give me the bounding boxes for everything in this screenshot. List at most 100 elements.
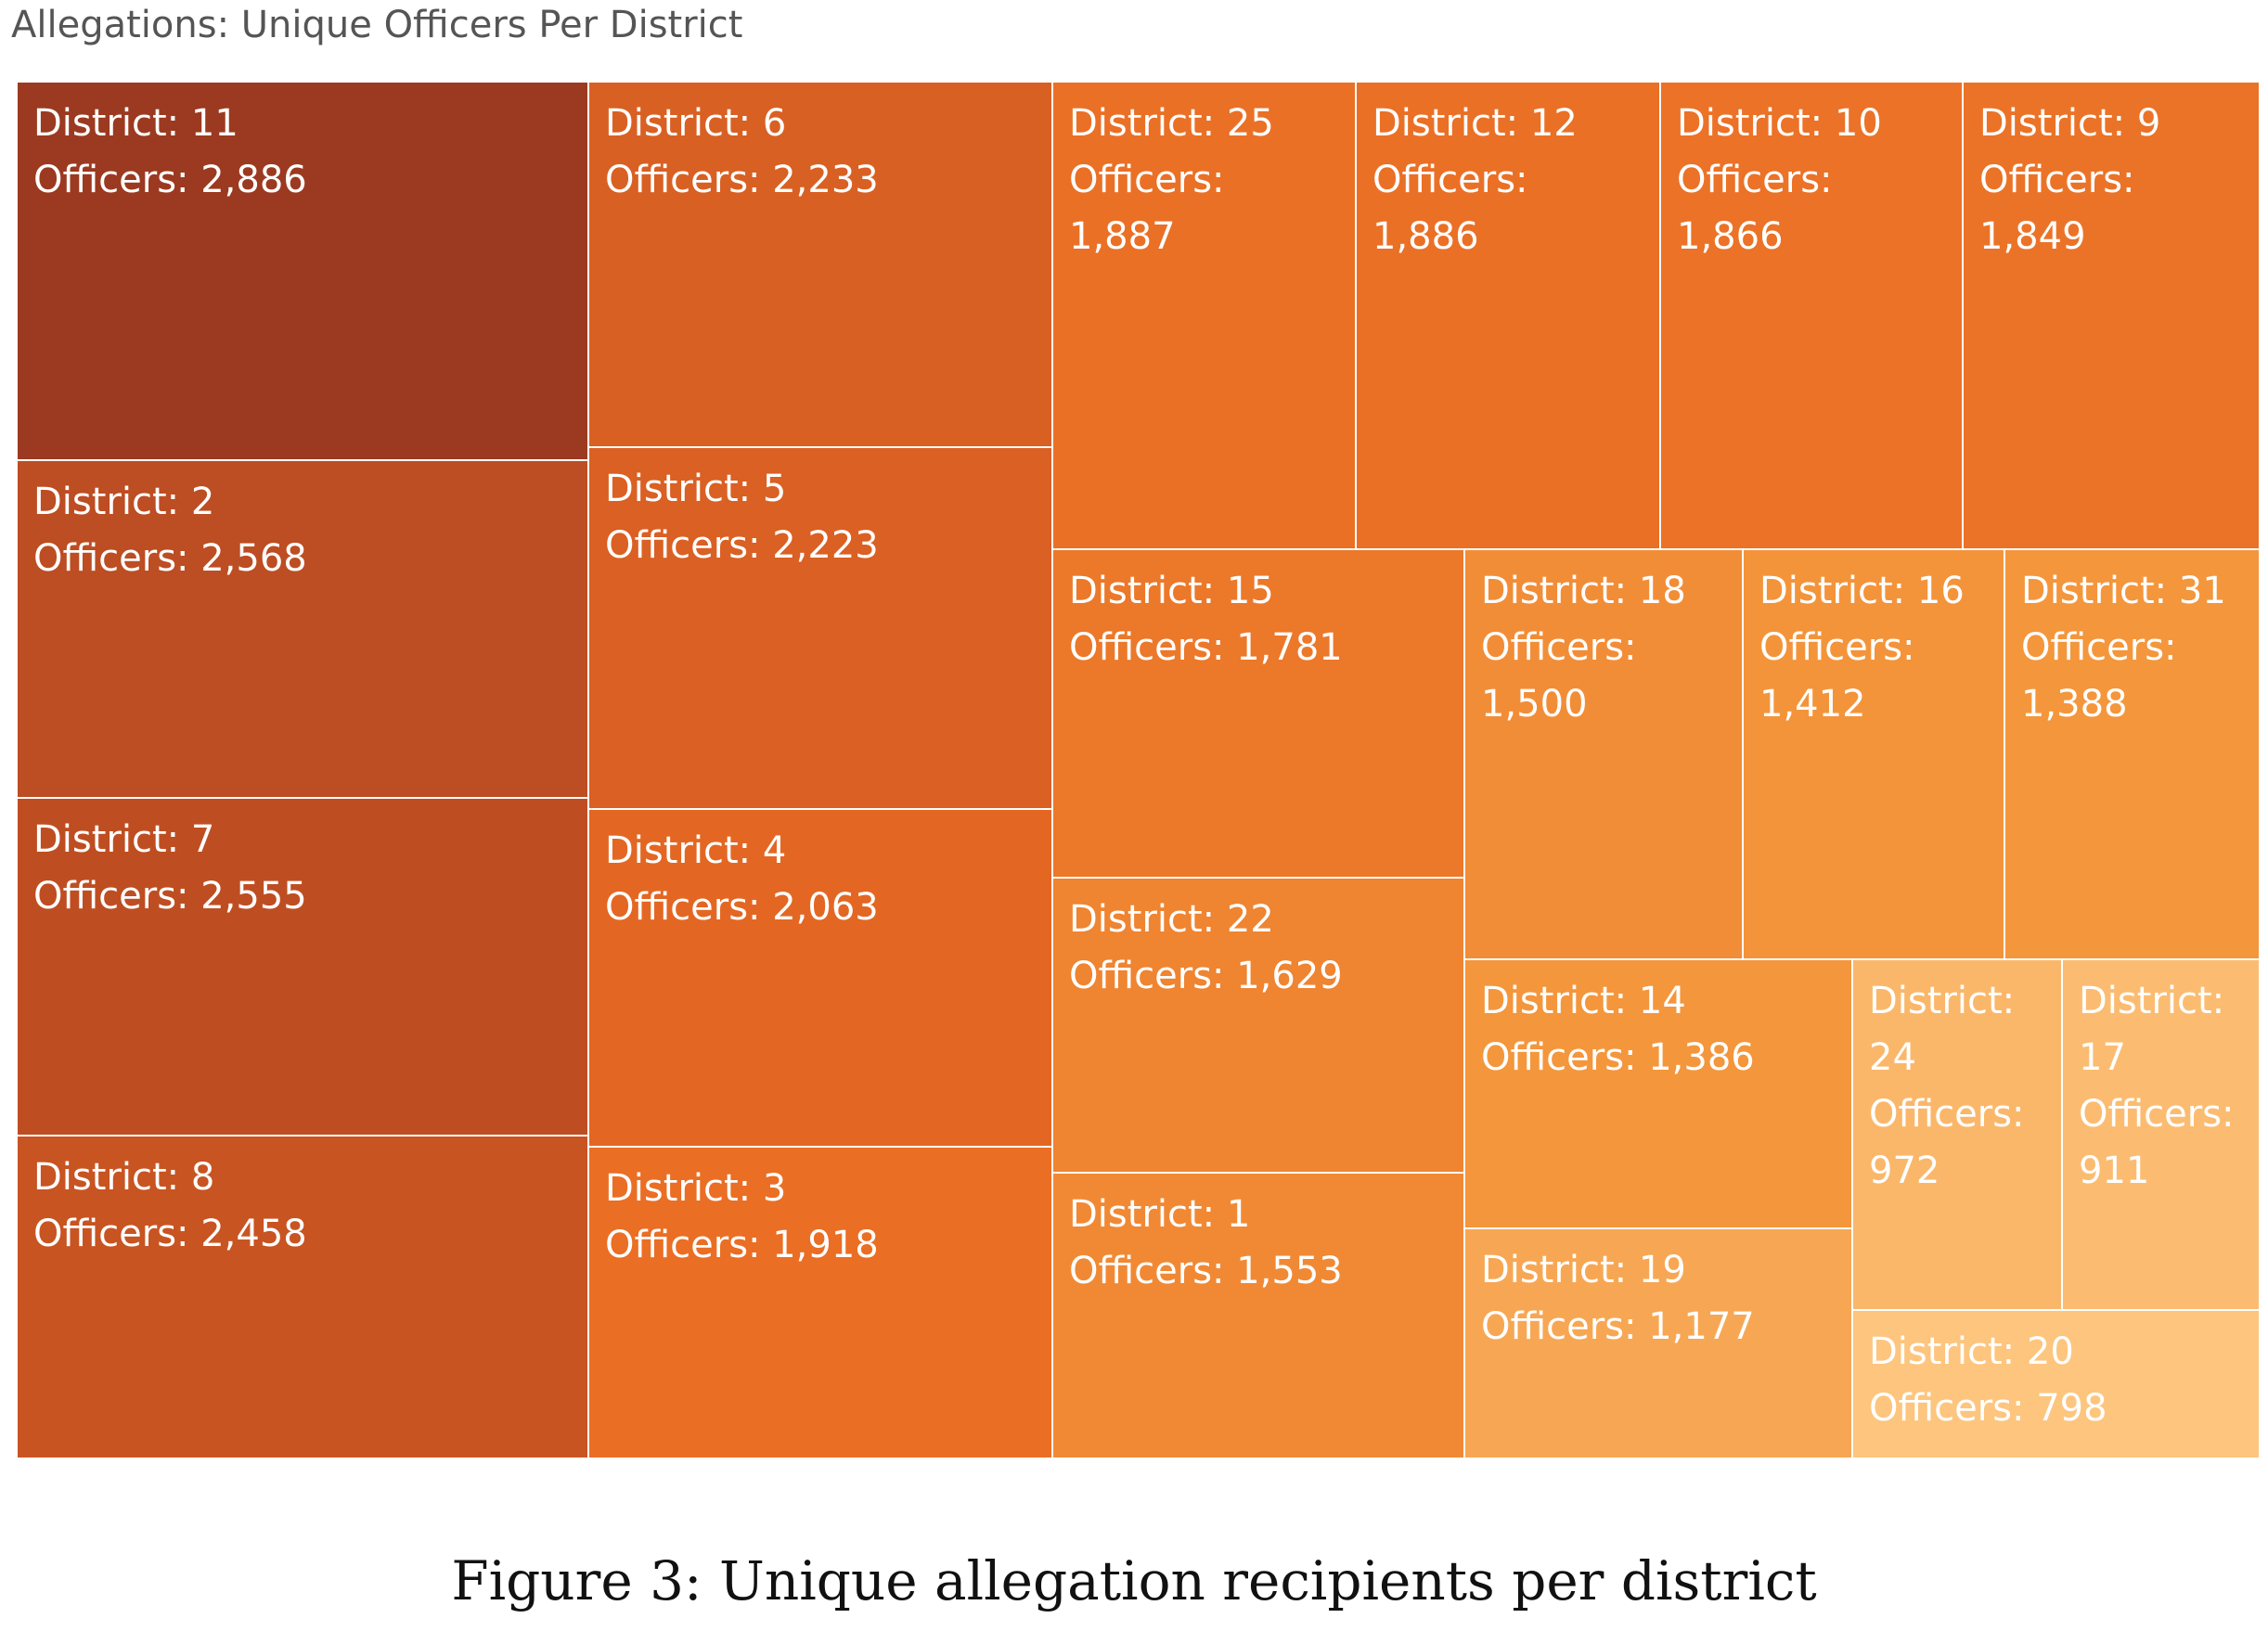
tile-district-2: District: 2 Officers: 2,568 (16, 459, 589, 799)
tile-district-11: District: 11 Officers: 2,886 (16, 81, 589, 461)
tile-label-line: 24 (1869, 1036, 1916, 1079)
tile-district-25: District: 25 Officers: 1,887 (1051, 81, 1357, 550)
tile-label-line: Officers: 1,629 (1069, 955, 1343, 997)
tile-label-line: Officers: (1979, 159, 2135, 201)
tile-district-10: District: 10 Officers: 1,866 (1659, 81, 1964, 550)
tile-label-line: District: 16 (1759, 570, 1965, 612)
tile-rect (587, 446, 1053, 810)
figure-caption: Figure 3: Unique allegation recipients p… (451, 1549, 1817, 1612)
tile-label-line: 1,887 (1069, 215, 1176, 258)
tile-rect (1355, 81, 1661, 550)
tile-label-line: District: 15 (1069, 570, 1274, 612)
tile-label-line: Officers: (1677, 159, 1833, 201)
tile-label-line: Officers: 1,553 (1069, 1250, 1343, 1292)
tile-label-line: 1,500 (1481, 683, 1588, 726)
tile-district-12: District: 12 Officers: 1,886 (1355, 81, 1661, 550)
tile-label-line: District: 20 (1869, 1330, 2074, 1373)
tile-label-line: Officers: (1481, 626, 1637, 669)
tile-label-line: 1,866 (1677, 215, 1784, 258)
tile-label-line: Officers: 798 (1869, 1387, 2107, 1430)
tile-label-line: District: 6 (605, 102, 786, 145)
tile-label-line: Officers: 2,458 (33, 1213, 307, 1255)
tile-district-3: District: 3 Officers: 1,918 (587, 1146, 1053, 1459)
tile-label-line: District: 12 (1372, 102, 1578, 145)
tile-district-1: District: 1 Officers: 1,553 (1051, 1172, 1465, 1459)
tile-label-line: District: 4 (605, 829, 786, 872)
tile-label-line: 1,412 (1759, 683, 1866, 726)
tile-rect (1851, 958, 2063, 1311)
tile-rect (1742, 548, 2005, 960)
tile-rect (587, 1146, 1053, 1459)
tile-rect (16, 81, 589, 461)
tile-rect (1051, 81, 1357, 550)
tile-label-line: District: 8 (33, 1156, 214, 1199)
tile-rect (1463, 958, 1853, 1229)
tile-district-19: District: 19 Officers: 1,177 (1463, 1227, 1853, 1459)
tile-label-line: District: 2 (33, 481, 214, 523)
tile-label-line: Officers: 2,886 (33, 159, 307, 201)
tile-district-6: District: 6 Officers: 2,233 (587, 81, 1053, 448)
tile-district-18: District: 18 Officers: 1,500 (1463, 548, 1744, 960)
tile-district-20: District: 20 Officers: 798 (1851, 1309, 2261, 1459)
tile-district-7: District: 7 Officers: 2,555 (16, 797, 589, 1137)
tile-district-24: District: 24 Officers: 972 (1851, 958, 2063, 1311)
tile-district-14: District: 14 Officers: 1,386 (1463, 958, 1853, 1229)
tile-label-line: 17 (2079, 1036, 2126, 1079)
tile-district-8: District: 8 Officers: 2,458 (16, 1135, 589, 1459)
tile-rect (1463, 1227, 1853, 1459)
tile-label-line: District: 25 (1069, 102, 1274, 145)
tile-label-line: Officers: (2021, 626, 2177, 669)
tile-label-line: District: 18 (1481, 570, 1686, 612)
tile-rect (587, 808, 1053, 1148)
tile-label-line: Officers: 1,918 (605, 1224, 879, 1266)
tile-label-line: Officers: 2,233 (605, 159, 879, 201)
tile-rect (1851, 1309, 2261, 1459)
tile-district-17: District: 17 Officers: 911 (2061, 958, 2261, 1311)
tile-label-line: District: 7 (33, 818, 214, 861)
tile-label-line: District: (1869, 980, 2015, 1022)
tile-label-line: 1,886 (1372, 215, 1479, 258)
tile-label-line: Officers: (1759, 626, 1915, 669)
tile-label-line: Officers: 2,223 (605, 524, 879, 567)
tile-label-line: District: 1 (1069, 1193, 1250, 1236)
tile-label-line: 1,388 (2021, 683, 2128, 726)
tile-label-line: District: 31 (2021, 570, 2226, 612)
tile-label-line: Officers: 2,568 (33, 537, 307, 580)
tile-district-9: District: 9 Officers: 1,849 (1962, 81, 2261, 550)
tile-district-15: District: 15 Officers: 1,781 (1051, 548, 1465, 879)
tile-label-line: District: 10 (1677, 102, 1882, 145)
tile-rect (16, 459, 589, 799)
tile-label-line: 1,849 (1979, 215, 2086, 258)
tile-label-line: District: 3 (605, 1167, 786, 1210)
chart-title: Allegations: Unique Officers Per Distric… (11, 4, 743, 46)
tile-label-line: District: 9 (1979, 102, 2160, 145)
tile-label-line: District: 5 (605, 468, 786, 510)
tile-label-line: District: 19 (1481, 1249, 1686, 1291)
tile-label-line: District: (2079, 980, 2224, 1022)
tile-district-5: District: 5 Officers: 2,223 (587, 446, 1053, 810)
tile-rect (1962, 81, 2261, 550)
tile-district-22: District: 22 Officers: 1,629 (1051, 877, 1465, 1174)
tile-label-line: Officers: 1,386 (1481, 1036, 1755, 1079)
tile-rect (16, 797, 589, 1137)
tile-rect (1463, 548, 1744, 960)
tile-rect (1051, 1172, 1465, 1459)
tile-rect (2004, 548, 2261, 960)
tile-label-line: District: 11 (33, 102, 238, 145)
tile-district-16: District: 16 Officers: 1,412 (1742, 548, 2005, 960)
treemap: District: 11 Officers: 2,886 District: 2 Of… (16, 81, 2261, 1459)
tile-rect (16, 1135, 589, 1459)
tile-label-line: District: 22 (1069, 898, 1274, 941)
tile-rect (1051, 548, 1465, 879)
tile-label-line: Officers: 1,177 (1481, 1305, 1755, 1348)
tile-label-line: 911 (2079, 1149, 2149, 1192)
tile-label-line: District: 14 (1481, 980, 1686, 1022)
tile-rect (1051, 877, 1465, 1174)
tile-district-4: District: 4 Officers: 2,063 (587, 808, 1053, 1148)
tile-label-line: 972 (1869, 1149, 1939, 1192)
tile-label-line: Officers: 2,063 (605, 886, 879, 929)
tile-rect (2061, 958, 2261, 1311)
tile-label-line: Officers: (1069, 159, 1225, 201)
tile-label-line: Officers: (2079, 1093, 2235, 1136)
tile-district-31: District: 31 Officers: 1,388 (2004, 548, 2261, 960)
